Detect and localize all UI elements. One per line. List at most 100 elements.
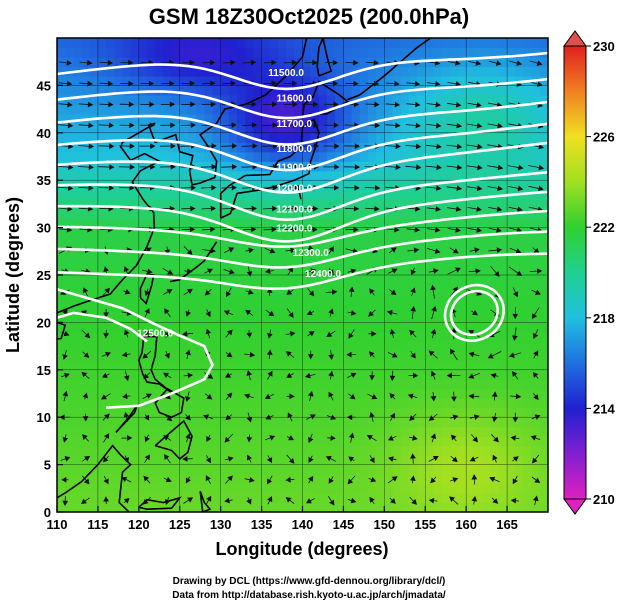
contour-label: 11900.0 <box>276 163 312 174</box>
wind-arrowhead <box>249 351 256 358</box>
wind-arrowhead <box>286 372 293 378</box>
wind-arrowhead <box>189 59 195 66</box>
wind-arrowhead <box>312 205 319 212</box>
wind-arrowhead <box>292 80 298 87</box>
height-contour <box>57 141 548 195</box>
wind-arrowhead <box>354 164 361 170</box>
wind-arrowhead <box>67 185 74 191</box>
wind-arrowhead <box>475 60 482 66</box>
wind-arrowhead <box>143 373 150 380</box>
wind-arrowhead <box>476 206 482 212</box>
wind-arrowhead <box>449 348 456 355</box>
coastline <box>316 38 333 77</box>
coastline <box>57 321 67 340</box>
wind-arrowhead <box>328 477 334 484</box>
wind-arrowhead <box>313 143 320 149</box>
wind-arrowhead <box>108 101 114 108</box>
wind-arrowhead <box>473 414 480 420</box>
wind-arrowhead <box>455 206 462 212</box>
coastline <box>228 511 233 512</box>
wind-arrowhead <box>497 164 504 171</box>
wind-arrowhead <box>330 435 336 441</box>
wind-arrowhead <box>492 498 499 504</box>
wind-arrowhead <box>536 268 543 274</box>
high-contour <box>449 289 499 337</box>
wind-arrowhead <box>269 248 276 254</box>
wind-arrowhead <box>272 184 278 191</box>
wind-arrowhead <box>144 454 150 461</box>
wind-arrowhead <box>348 286 355 293</box>
wind-arrowhead <box>87 59 93 66</box>
wind-arrowhead <box>512 291 519 298</box>
colorbar-tick-label: 210 <box>593 492 615 507</box>
wind-arrowhead <box>326 331 333 338</box>
wind-arrowhead <box>434 60 441 66</box>
wind-arrowhead <box>170 143 176 149</box>
wind-arrowhead <box>330 414 337 420</box>
high-contour <box>443 283 505 343</box>
wind-arrowhead <box>348 432 355 439</box>
wind-arrowhead <box>374 101 380 108</box>
wind-arrowhead <box>534 414 541 420</box>
x-tick-label: 120 <box>128 517 150 532</box>
wind-arrowhead <box>530 435 537 441</box>
wind-arrowhead <box>471 310 478 316</box>
wind-arrowhead <box>227 456 234 462</box>
wind-arrowhead <box>306 310 313 316</box>
wind-arrowhead <box>265 414 272 420</box>
wind-arrowhead <box>103 266 109 272</box>
height-contour <box>57 77 548 120</box>
wind-arrowhead <box>123 411 130 418</box>
wind-arrowhead <box>435 206 442 212</box>
wind-arrowhead <box>430 396 437 402</box>
wind-arrowhead <box>353 226 359 233</box>
y-tick-label: 35 <box>37 173 51 188</box>
height-contour <box>57 287 214 409</box>
wind-arrowhead <box>61 476 67 483</box>
wind-arrowhead <box>185 396 191 402</box>
wind-arrowhead <box>456 185 463 192</box>
wind-arrowhead <box>103 333 110 339</box>
wind-arrowhead <box>332 59 339 66</box>
plot-area: 11500.0 11600.0 11700.0 11800.0 11900.0 12000… <box>57 38 548 512</box>
wind-arrowhead <box>246 270 253 277</box>
wind-arrowhead <box>348 456 355 462</box>
contour-label: 12500.0 <box>137 329 174 340</box>
contour-label: 11600.0 <box>276 94 312 105</box>
y-tick-label: 5 <box>44 458 51 473</box>
contour-label: 11500.0 <box>268 68 304 79</box>
wind-arrowhead <box>186 268 193 274</box>
x-tick-label: 115 <box>87 517 108 532</box>
wind-arrowhead <box>266 457 273 464</box>
wind-arrowhead <box>328 391 334 398</box>
wind-arrowhead <box>369 457 375 464</box>
wind-arrowhead <box>88 122 94 129</box>
contour-label: 12100.0 <box>276 204 313 215</box>
wind-arrowhead <box>414 226 421 233</box>
wind-arrowhead <box>490 372 497 379</box>
wind-arrowhead <box>231 184 237 191</box>
wind-arrowhead <box>129 184 135 191</box>
wind-arrowhead <box>430 433 437 440</box>
wind-arrowhead <box>536 81 543 87</box>
wind-arrowhead <box>450 434 457 441</box>
coastline <box>191 38 308 186</box>
wind-arrowhead <box>126 435 133 441</box>
wind-arrowhead <box>210 226 216 233</box>
wind-arrowhead <box>169 205 176 212</box>
wind-arrowhead <box>512 417 519 423</box>
wind-arrowhead <box>389 375 396 382</box>
wind-arrowhead <box>124 289 131 295</box>
wind-arrowhead <box>477 164 483 171</box>
wind-arrowhead <box>128 59 134 66</box>
wind-arrowhead <box>285 476 291 483</box>
wind-arrowhead <box>435 122 442 129</box>
height-contour <box>57 209 548 248</box>
wind-arrowhead <box>104 413 110 420</box>
wind-arrowhead <box>390 498 396 504</box>
wind-arrowhead <box>230 80 237 87</box>
wind-arrowhead <box>534 477 541 483</box>
wind-arrowhead <box>328 370 334 377</box>
height-contour <box>57 100 548 146</box>
wind-arrowhead <box>492 416 498 423</box>
